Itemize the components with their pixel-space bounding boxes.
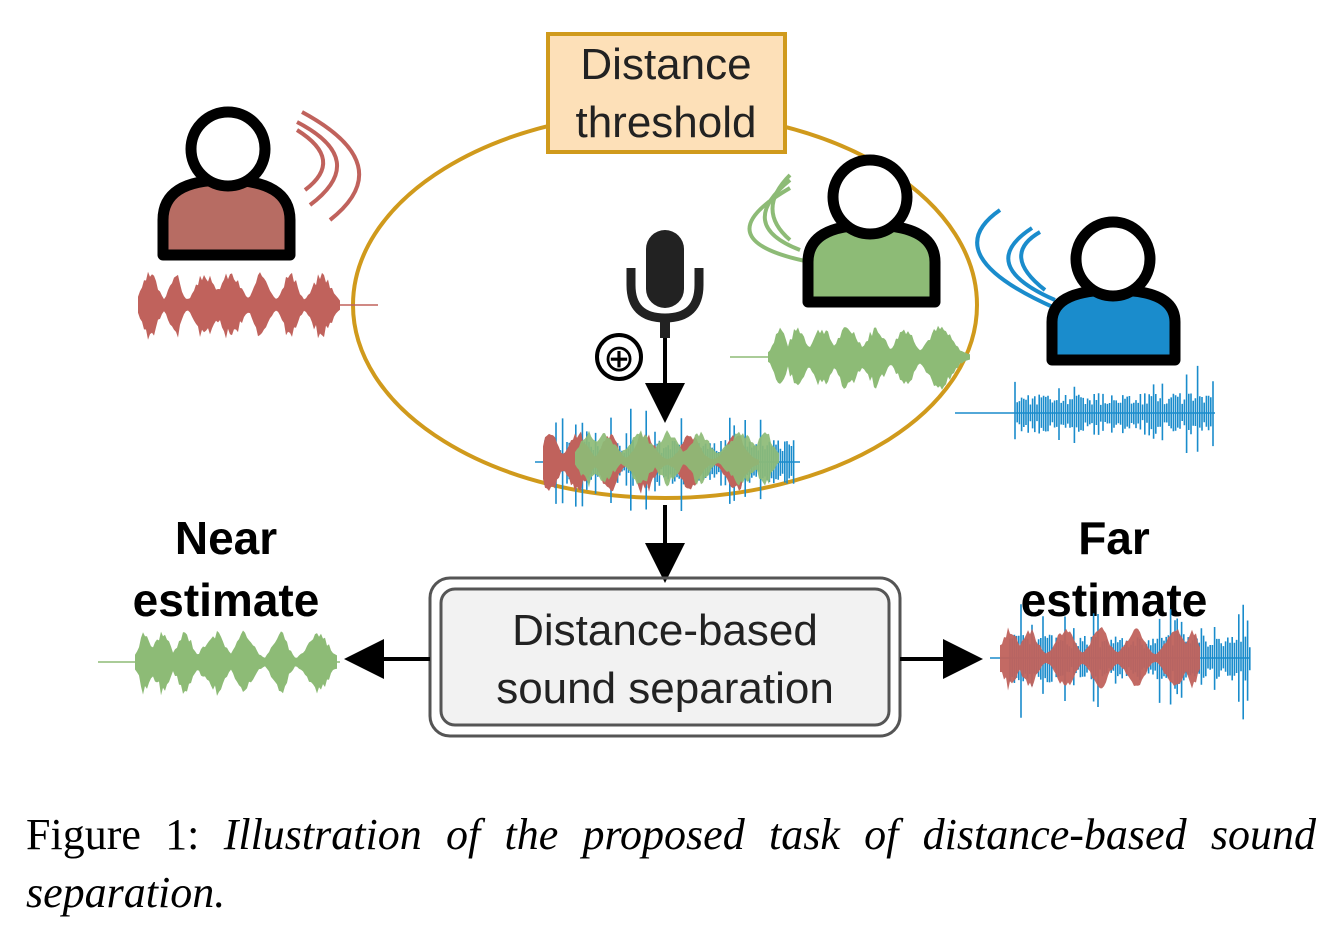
separation-box: Distance-based sound separation [428,576,902,738]
near-label-line1: Near [175,512,277,564]
separation-label-line2: sound separation [496,664,834,713]
far-label-line1: Far [1078,512,1150,564]
threshold-box: Distance threshold [546,32,787,154]
waveform-icon [990,604,1251,720]
plus-circle-icon: ⊕ [595,333,643,381]
far-label-line2: estimate [1021,574,1208,626]
sound-waves-icon [295,110,362,222]
caption-text: Illustration of the proposed task of dis… [26,810,1316,917]
waveform-icon [98,630,340,696]
microphone-icon [626,230,704,338]
mixture-waveform [535,408,800,511]
threshold-label-line1: Distance [580,40,751,89]
sound-waves-icon [975,208,1056,310]
waveform-icon [138,271,378,340]
mix-symbol: ⊕ [603,336,635,380]
waveform-icon [730,325,970,390]
near-estimate: Near estimate [98,512,340,696]
caption-prefix: Figure 1: [26,810,200,859]
sound-waves-icon [747,173,811,264]
person-icon [1046,216,1181,366]
threshold-label-line2: threshold [575,98,756,147]
blue-speaker [955,208,1215,453]
person-icon [157,106,296,261]
figure-caption: Figure 1: Illustration of the proposed t… [26,806,1316,922]
near-label-line2: estimate [133,574,320,626]
green-speaker [730,154,970,390]
far-estimate: Far estimate [990,512,1251,720]
red-speaker [138,106,378,340]
waveform-icon [955,365,1215,453]
person-icon [802,154,941,308]
separation-label-line1: Distance-based [512,606,818,655]
